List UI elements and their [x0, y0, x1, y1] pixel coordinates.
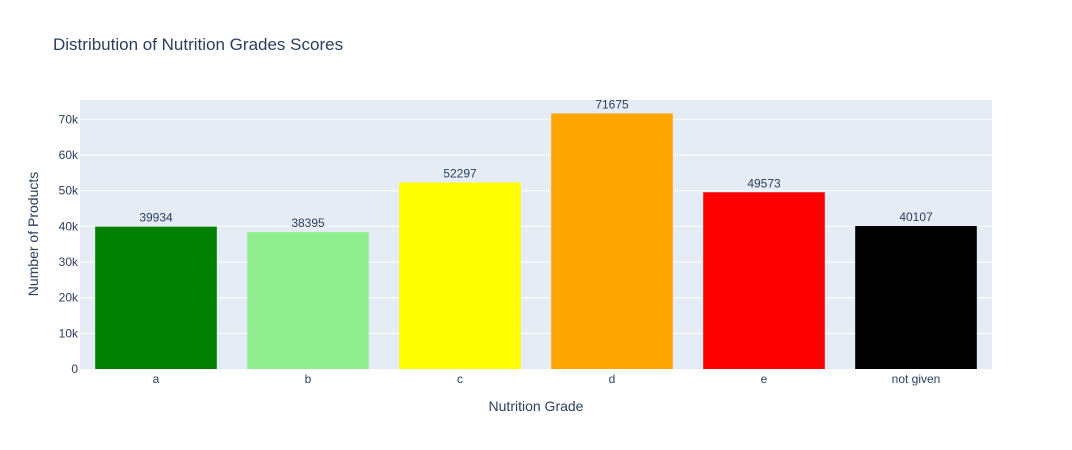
bar-a — [95, 226, 217, 369]
y-tick-label: 10k — [59, 326, 79, 340]
bar-b — [247, 232, 369, 369]
y-axis-title: Number of Products — [25, 172, 41, 297]
y-tick-label: 60k — [59, 148, 79, 162]
bars — [95, 113, 977, 369]
x-tick-label: not given — [892, 372, 941, 386]
data-labels: 39934 38395 52297 71675 49573 40107 — [139, 97, 933, 230]
y-tick-label: 0 — [71, 362, 78, 376]
y-tick-label: 40k — [59, 219, 79, 233]
data-label: 71675 — [595, 97, 629, 111]
x-axis-ticks: a b c d e not given — [153, 372, 941, 386]
data-label: 52297 — [443, 167, 477, 181]
data-label: 38395 — [291, 216, 325, 230]
x-tick-label: c — [457, 372, 463, 386]
x-axis-title: Nutrition Grade — [489, 398, 584, 414]
bar-d — [551, 113, 673, 369]
bar-not-given — [855, 226, 977, 369]
x-tick-label: e — [761, 372, 768, 386]
data-label: 49573 — [747, 176, 781, 190]
plot-area — [80, 100, 992, 369]
bar-e — [703, 192, 825, 369]
y-tick-label: 30k — [59, 255, 79, 269]
chart-title: Distribution of Nutrition Grades Scores — [53, 35, 343, 54]
data-label: 39934 — [139, 211, 173, 225]
x-tick-label: d — [609, 372, 616, 386]
x-tick-label: a — [153, 372, 160, 386]
gridlines — [80, 118, 992, 334]
x-tick-label: b — [305, 372, 312, 386]
y-tick-label: 70k — [59, 112, 79, 126]
bar-c — [399, 182, 521, 369]
y-tick-label: 20k — [59, 291, 79, 305]
y-tick-label: 50k — [59, 184, 79, 198]
data-label: 40107 — [899, 210, 933, 224]
y-axis-ticks: 0 10k 20k 30k 40k 50k 60k 70k — [59, 112, 79, 376]
